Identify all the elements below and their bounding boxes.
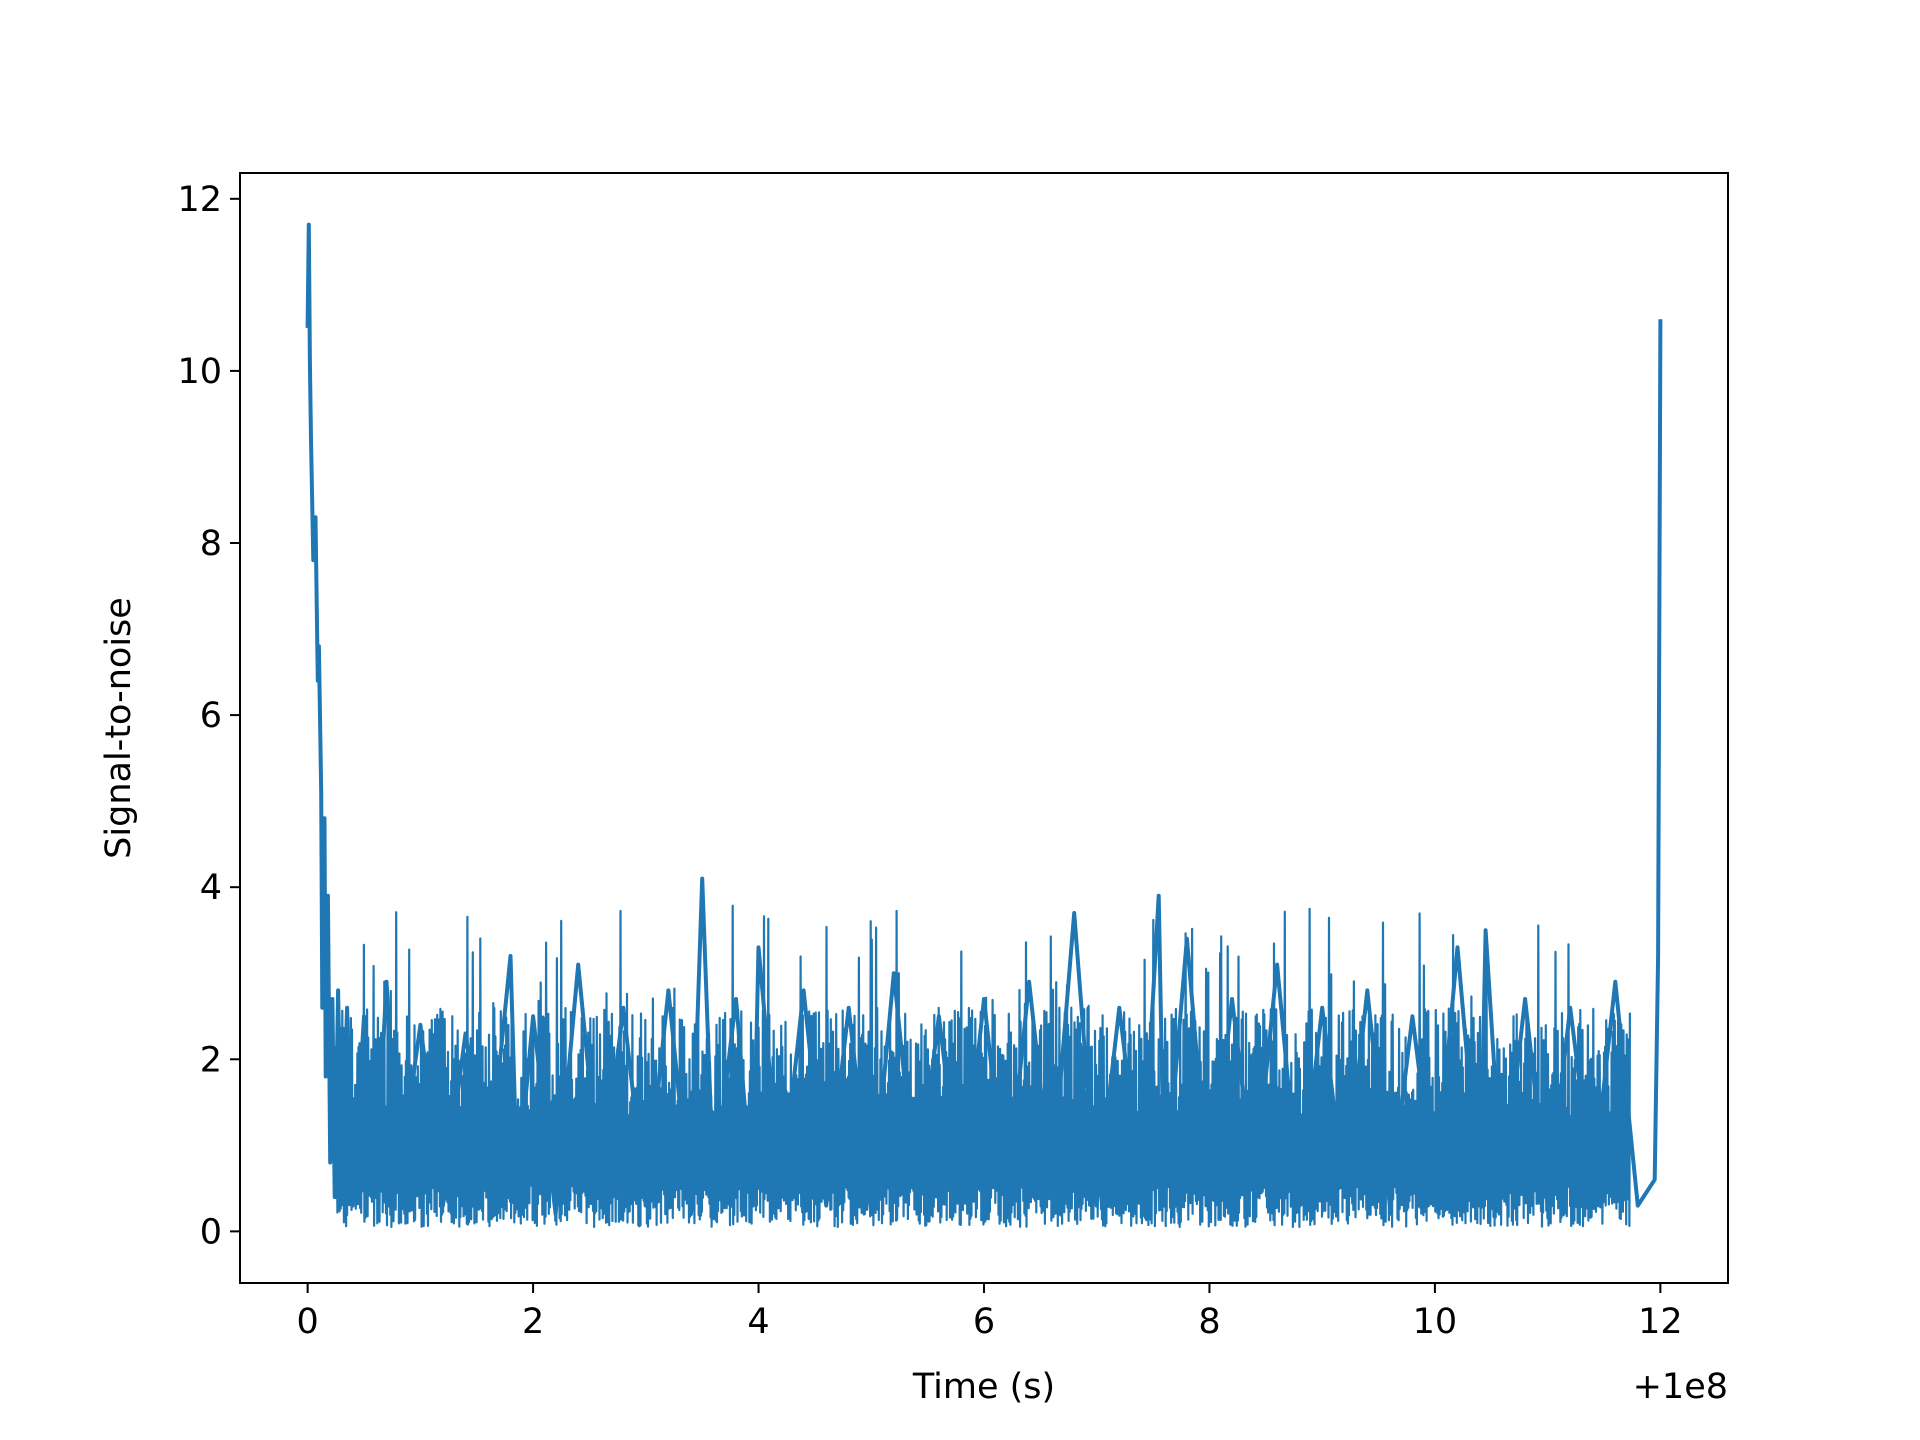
y-tick-label: 8 bbox=[200, 524, 222, 564]
noise-trace bbox=[334, 904, 1632, 1229]
y-tick-label: 4 bbox=[200, 868, 222, 908]
x-tick-label: 8 bbox=[1198, 1302, 1220, 1342]
y-tick-label: 10 bbox=[177, 352, 222, 392]
x-axis: 0 2 4 6 8 10 12 bbox=[296, 1283, 1683, 1342]
y-axis-label: Signal-to-noise bbox=[99, 597, 139, 859]
series-group bbox=[305, 222, 1663, 1217]
x-tick-label: 12 bbox=[1638, 1302, 1683, 1342]
y-axis: 0 2 4 6 8 10 12 bbox=[177, 180, 240, 1252]
x-tick-label: 2 bbox=[522, 1302, 544, 1342]
x-axis-label: Time (s) bbox=[912, 1367, 1055, 1407]
x-tick-label: 6 bbox=[973, 1302, 995, 1342]
series-line bbox=[305, 222, 1663, 1217]
x-tick-label: 0 bbox=[296, 1302, 318, 1342]
noise-band bbox=[334, 904, 1632, 1229]
y-tick-label: 0 bbox=[200, 1212, 222, 1252]
x-tick-label: 10 bbox=[1413, 1302, 1458, 1342]
plot-area bbox=[305, 222, 1663, 1229]
y-tick-label: 2 bbox=[200, 1040, 222, 1080]
y-tick-label: 6 bbox=[200, 696, 222, 736]
y-tick-label: 12 bbox=[177, 180, 222, 220]
x-tick-label: 4 bbox=[747, 1302, 769, 1342]
x-axis-offset-label: +1e8 bbox=[1633, 1367, 1728, 1407]
